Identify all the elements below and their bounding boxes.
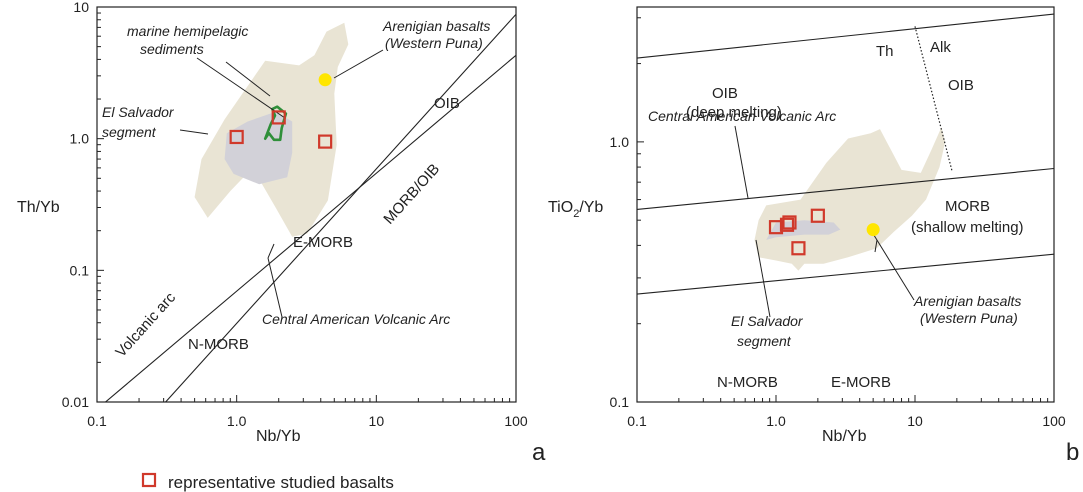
data-point-studied-basalt <box>810 208 825 223</box>
x-tick-label: 1.0 <box>227 413 247 429</box>
x-tick-label: 1.0 <box>766 413 786 429</box>
field-label-morb-line1: MORB <box>945 198 990 215</box>
panel-label-a: a <box>532 439 546 466</box>
annotation-leader-b <box>874 239 878 253</box>
annotation-leader-a <box>333 49 384 79</box>
label-cava-a: Central American Volcanic Arc <box>262 311 450 327</box>
boundary-line-morb-oib <box>165 13 516 402</box>
annotation-leader-a <box>225 61 271 97</box>
field-label-emorb-a: E-MORB <box>293 234 353 251</box>
field-central-american-volcanic-arc-b <box>754 127 946 271</box>
label-arenigian-line1-a: Arenigian basalts <box>382 18 490 34</box>
panel-label-b: b <box>1066 439 1079 466</box>
data-point-studied-basalt <box>271 110 286 125</box>
field-label-alk: Alk <box>930 39 951 56</box>
y-axis-label-b: TiO2/Yb <box>548 199 603 220</box>
x-tick-label: 0.1 <box>627 413 647 429</box>
field-label-volcanic-arc: Volcanic arc <box>112 289 179 361</box>
legend-label: representative studied basalts <box>168 473 394 492</box>
plot-frame-b <box>636 6 1055 403</box>
field-label-nmorb-a: N-MORB <box>188 336 249 353</box>
label-arenigian-line2-b: (Western Puna) <box>920 310 1018 326</box>
y-axis-label-b-main: TiO <box>548 199 573 216</box>
annotation-leader-a <box>267 243 275 259</box>
data-point-arenigian-basalt <box>318 73 332 87</box>
label-arenigian-line2-a: (Western Puna) <box>385 35 483 51</box>
panel-b: 0.1 1.0 10 100 0.1 1.0 Th Alk OIB OIB (deep m… <box>548 6 1079 466</box>
annotation-leader-b <box>871 231 915 301</box>
field-label-oib-a: OIB <box>434 95 460 112</box>
x-tick-label: 0.1 <box>87 413 107 429</box>
x-tick-label: 10 <box>907 413 923 429</box>
y-tick-label: 10 <box>73 0 89 15</box>
panel-a: 0.1 1.0 10 100 0.01 0.1 1.0 10 OIB MORB/OIB E-M… <box>17 0 546 466</box>
boundary-line-th-alk-divide <box>914 26 953 172</box>
data-point-studied-basalt <box>782 215 797 230</box>
annotation-leader-b <box>755 239 771 318</box>
field-label-morb-oib: MORB/OIB <box>380 161 443 228</box>
label-cava-b: Central American Volcanic Arc <box>648 108 836 124</box>
boundary-line-volcanic-arc-oib <box>105 54 516 402</box>
label-sediments-line1: marine hemipelagic <box>127 23 248 39</box>
label-elsalvador-line2-b: segment <box>737 333 792 349</box>
field-label-oib-b: OIB <box>948 77 974 94</box>
y-tick-label: 1.0 <box>70 131 90 147</box>
x-tick-label: 10 <box>369 413 385 429</box>
x-axis-label-b: Nb/Yb <box>822 428 867 445</box>
data-point-studied-basalt <box>791 241 806 256</box>
legend: representative studied basalts <box>141 472 394 492</box>
x-tick-label: 100 <box>1042 413 1066 429</box>
y-tick-label: 1.0 <box>610 134 630 150</box>
boundary-line-oib-morb-upper <box>637 13 1054 59</box>
boundary-line-morb-n-morb-lower <box>637 253 1054 295</box>
y-axis-label-b-tail: /Yb <box>579 199 603 216</box>
label-elsalvador-line1-b: El Salvador <box>731 313 804 329</box>
field-label-oib-deep-line2: (deep melting) <box>686 104 782 121</box>
y-tick-label: 0.1 <box>70 262 90 278</box>
y-tick-label: 0.1 <box>610 394 630 410</box>
x-tick-label: 100 <box>504 413 528 429</box>
data-point-studied-basalt <box>229 129 244 145</box>
boundary-line-oib-morb-middle <box>637 167 1054 210</box>
annotation-leader-a <box>196 57 286 119</box>
annotation-leader-a <box>267 257 283 318</box>
y-axis-label-a: Th/Yb <box>17 199 60 216</box>
data-point-studied-basalt <box>318 134 333 149</box>
label-elsalvador-line2-a: segment <box>102 124 157 140</box>
data-point-studied-basalt <box>779 217 795 232</box>
label-arenigian-line1-b: Arenigian basalts <box>913 293 1021 309</box>
label-sediments-line2: sediments <box>140 41 204 57</box>
plot-frame-a <box>96 6 517 403</box>
y-tick-label: 0.01 <box>62 394 89 410</box>
field-el-salvador-segment-b <box>766 220 841 240</box>
annotation-leader-a <box>179 129 209 135</box>
y-axis-label-b-sub: 2 <box>573 208 579 220</box>
field-label-th: Th <box>876 43 894 60</box>
field-label-emorb-b: E-MORB <box>831 374 891 391</box>
x-axis-label-a: Nb/Yb <box>256 428 301 445</box>
legend-marker <box>141 472 157 488</box>
data-point-arenigian-basalt <box>866 223 880 237</box>
annotation-leader-b <box>734 125 749 199</box>
field-label-oib-deep-line1: OIB <box>712 85 738 102</box>
label-elsalvador-line1-a: El Salvador <box>102 104 175 120</box>
field-label-nmorb-b: N-MORB <box>717 374 778 391</box>
field-label-morb-line2: (shallow melting) <box>911 219 1024 236</box>
